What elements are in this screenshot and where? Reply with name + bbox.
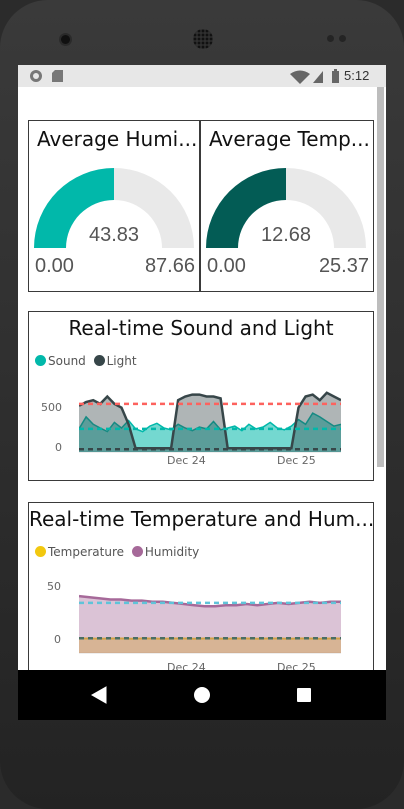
- chart-title: Real-time Sound and Light: [68, 316, 334, 340]
- humidity-gauge: 43.83: [34, 168, 194, 248]
- legend-dot: [35, 355, 46, 366]
- status-time: 5:12: [344, 68, 370, 83]
- chart-card-sound-light[interactable]: Real-time Sound and Light Sound Light 50…: [28, 311, 374, 481]
- proximity-sensor: [327, 35, 334, 42]
- x-tick-label: Dec 25: [277, 661, 316, 670]
- back-button-icon[interactable]: [90, 686, 107, 704]
- legend-label: Temperature: [48, 545, 125, 559]
- front-camera: [61, 35, 70, 44]
- legend-item-sound[interactable]: Sound: [35, 354, 86, 368]
- y-tick-label: 0: [54, 633, 61, 646]
- gauge-min-label: 0.00: [207, 255, 246, 277]
- gauge-value: 12.68: [261, 224, 311, 246]
- y-tick-label: 50: [47, 580, 61, 593]
- home-button-icon[interactable]: [194, 687, 210, 703]
- chart-legend: Temperature Humidity: [35, 545, 203, 559]
- legend-item-temperature[interactable]: Temperature: [35, 545, 124, 559]
- status-bar: 5:12: [18, 65, 386, 87]
- legend-label: Light: [106, 354, 137, 368]
- chart-card-temperature-humidity[interactable]: Real-time Temperature and Hum... Tempera…: [28, 502, 374, 670]
- sound-light-plot: [79, 391, 341, 453]
- recents-button-icon[interactable]: [297, 688, 311, 702]
- x-tick-label: Dec 25: [277, 454, 316, 467]
- navigation-bar: [18, 670, 386, 720]
- legend-item-light[interactable]: Light: [93, 354, 137, 368]
- gauge-value: 43.83: [89, 224, 139, 246]
- dashboard-content[interactable]: Average Humi... 43.83 0.00 87.66 Average…: [18, 87, 386, 670]
- legend-label: Humidity: [144, 545, 200, 559]
- screen: 5:12 Average Humi... 43.83 0.00 87.66 Av…: [18, 65, 386, 720]
- y-tick-label: 0: [55, 441, 62, 454]
- temperature-gauge: 12.68: [206, 168, 366, 248]
- legend-label: Sound: [48, 354, 86, 368]
- chart-legend: Sound Light: [35, 354, 141, 368]
- gauge-max-label: 25.37: [318, 255, 369, 277]
- series-area-light: [79, 392, 341, 452]
- circle-notification-icon: [30, 70, 42, 82]
- kpi-title: Average Humi...: [37, 127, 198, 151]
- legend-dot: [35, 546, 46, 557]
- light-sensor: [339, 35, 346, 42]
- cell-signal-icon: [313, 71, 323, 83]
- temperature-humidity-plot: [79, 594, 341, 654]
- x-tick-label: Dec 24: [167, 454, 206, 467]
- x-tick-label: Dec 24: [167, 661, 206, 670]
- kpi-card-temperature[interactable]: Average Temp... 12.68 0.00 25.37: [200, 120, 374, 292]
- scrollbar[interactable]: [377, 87, 384, 467]
- kpi-card-humidity[interactable]: Average Humi... 43.83 0.00 87.66: [28, 120, 200, 292]
- y-tick-label: 500: [41, 401, 62, 414]
- series-area-sound: [79, 413, 341, 452]
- gauge-min-label: 0.00: [35, 255, 74, 277]
- wifi-icon: [290, 70, 310, 84]
- series-area-humidity: [79, 596, 341, 653]
- legend-item-humidity[interactable]: Humidity: [131, 545, 200, 559]
- series-line-light: [79, 391, 341, 450]
- gauge-max-label: 87.66: [144, 255, 195, 277]
- earpiece-speaker: [193, 29, 213, 49]
- chart-title: Real-time Temperature and Hum...: [29, 507, 375, 531]
- kpi-title: Average Temp...: [209, 127, 370, 151]
- sd-card-icon: [52, 70, 63, 82]
- legend-dot: [93, 355, 105, 366]
- series-area-temperature: [79, 638, 341, 653]
- battery-icon: [332, 69, 339, 83]
- legend-dot: [131, 546, 143, 557]
